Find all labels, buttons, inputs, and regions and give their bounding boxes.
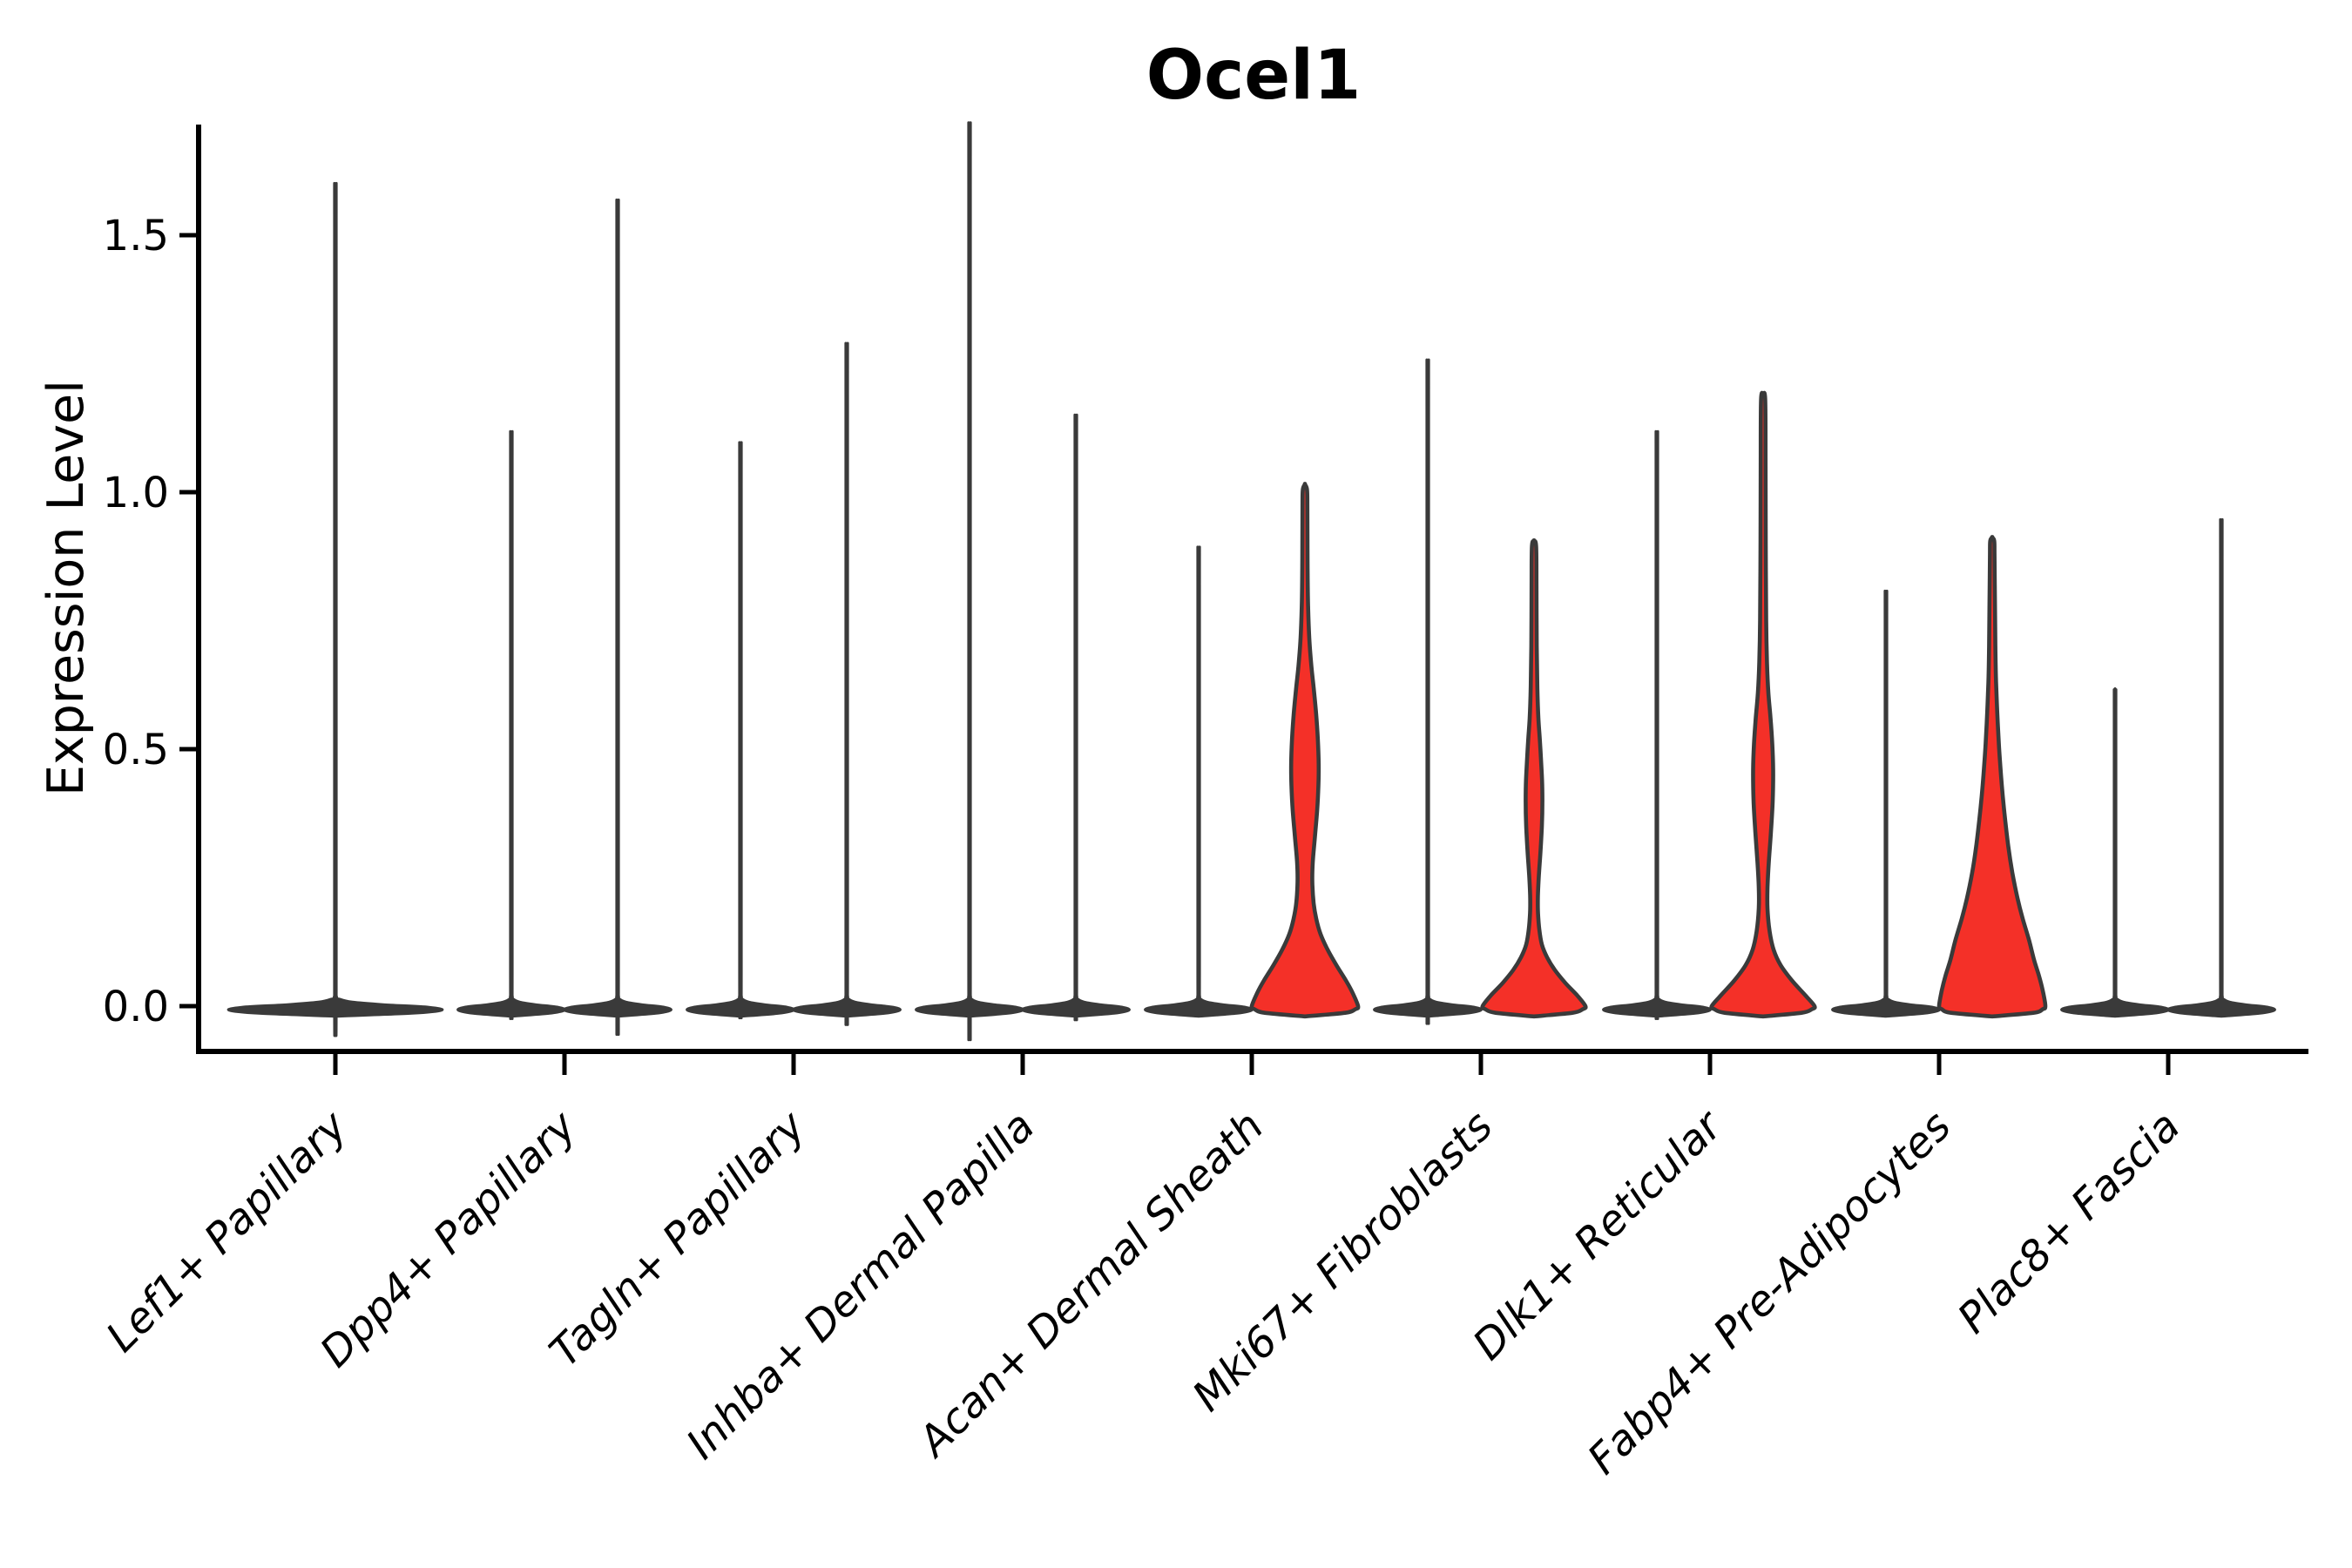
violin-highlighted bbox=[1709, 390, 1817, 1019]
violin bbox=[686, 441, 795, 1019]
violin bbox=[792, 341, 902, 1026]
x-tick-label: Tagln+ Papillary bbox=[540, 1101, 815, 1376]
violin bbox=[226, 182, 444, 1037]
x-tick-label: Lef1+ Papillary bbox=[97, 1101, 357, 1362]
violin bbox=[2060, 686, 2170, 1018]
violin bbox=[1021, 413, 1131, 1022]
violin bbox=[1144, 545, 1254, 1018]
violin-highlighted bbox=[1480, 538, 1588, 1019]
chart-title: Ocel1 bbox=[1146, 37, 1361, 115]
x-tick-label: Dpp4+ Papillary bbox=[311, 1101, 586, 1376]
x-tick-label: Fabp4+ Pre-Adipocytes bbox=[1578, 1102, 1961, 1484]
violin bbox=[1831, 589, 1941, 1018]
violin bbox=[915, 121, 1024, 1042]
x-tick-label: Dlk1+ Reticular bbox=[1463, 1100, 1734, 1370]
y-tick-label: 1.0 bbox=[103, 469, 169, 517]
x-tick-label: Plac8+ Fascia bbox=[1949, 1102, 2190, 1343]
violin bbox=[1373, 358, 1483, 1025]
y-tick-label: 1.5 bbox=[103, 212, 169, 260]
y-tick-label: 0.5 bbox=[103, 726, 169, 774]
violin bbox=[563, 199, 672, 1037]
violin-highlighted bbox=[1936, 535, 2048, 1019]
y-tick-label: 0.0 bbox=[103, 983, 169, 1031]
violin bbox=[2166, 518, 2276, 1018]
y-axis-label: Expression Level bbox=[37, 380, 95, 796]
violin bbox=[1602, 429, 1712, 1020]
violin-highlighted bbox=[1249, 482, 1361, 1019]
violin bbox=[456, 429, 566, 1020]
